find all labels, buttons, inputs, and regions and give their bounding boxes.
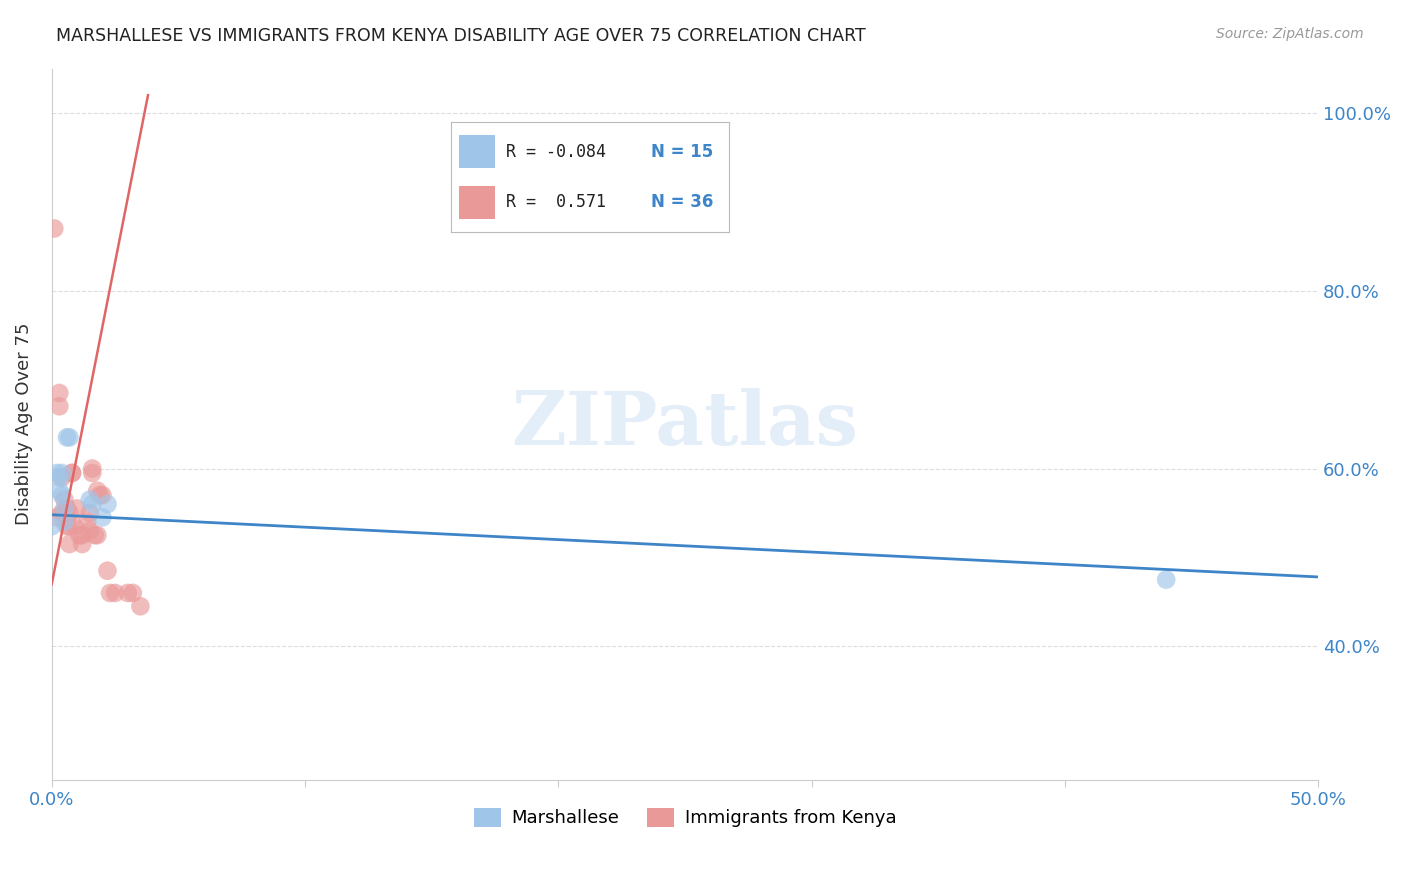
Point: [79, 492, 101, 507]
Point: [82, 461, 104, 475]
Point: [53, 515, 76, 529]
Point: [79, 506, 101, 520]
Point: [48, 483, 70, 498]
Point: [48, 399, 70, 413]
Point: [51, 506, 73, 520]
Point: [53, 506, 76, 520]
Point: [48, 386, 70, 401]
Point: [53, 501, 76, 516]
Point: [83, 528, 105, 542]
Point: [82, 466, 104, 480]
Point: [117, 586, 139, 600]
Point: [91, 510, 114, 524]
Point: [70, 528, 93, 542]
Point: [44, 221, 66, 235]
Point: [51, 466, 73, 480]
Point: [51, 488, 73, 502]
Point: [129, 599, 152, 614]
Point: [60, 466, 83, 480]
Point: [96, 564, 118, 578]
Point: [51, 470, 73, 484]
Point: [41, 519, 63, 533]
Point: [58, 430, 80, 444]
Text: Source: ZipAtlas.com: Source: ZipAtlas.com: [1216, 27, 1364, 41]
Text: MARSHALLESE VS IMMIGRANTS FROM KENYA DISABILITY AGE OVER 75 CORRELATION CHART: MARSHALLESE VS IMMIGRANTS FROM KENYA DIS…: [56, 27, 866, 45]
Point: [53, 492, 76, 507]
Legend: Marshallese, Immigrants from Kenya: Marshallese, Immigrants from Kenya: [467, 801, 904, 835]
Point: [60, 466, 83, 480]
Text: ZIPatlas: ZIPatlas: [512, 387, 859, 460]
Point: [86, 528, 108, 542]
Point: [48, 470, 70, 484]
Point: [58, 519, 80, 533]
Point: [89, 488, 111, 502]
Point: [1154, 573, 1177, 587]
Point: [66, 501, 89, 516]
Point: [86, 483, 108, 498]
Point: [98, 586, 121, 600]
Point: [82, 497, 104, 511]
Point: [76, 515, 98, 529]
Point: [56, 519, 79, 533]
Point: [69, 528, 91, 542]
Point: [56, 501, 79, 516]
Point: [45, 466, 67, 480]
Point: [56, 430, 79, 444]
Point: [104, 586, 127, 600]
Point: [79, 524, 101, 538]
Point: [96, 497, 118, 511]
Point: [58, 537, 80, 551]
Point: [63, 519, 86, 533]
Point: [70, 537, 93, 551]
Point: [45, 510, 67, 524]
Point: [58, 506, 80, 520]
Point: [91, 488, 114, 502]
Y-axis label: Disability Age Over 75: Disability Age Over 75: [15, 323, 32, 525]
Point: [121, 586, 143, 600]
